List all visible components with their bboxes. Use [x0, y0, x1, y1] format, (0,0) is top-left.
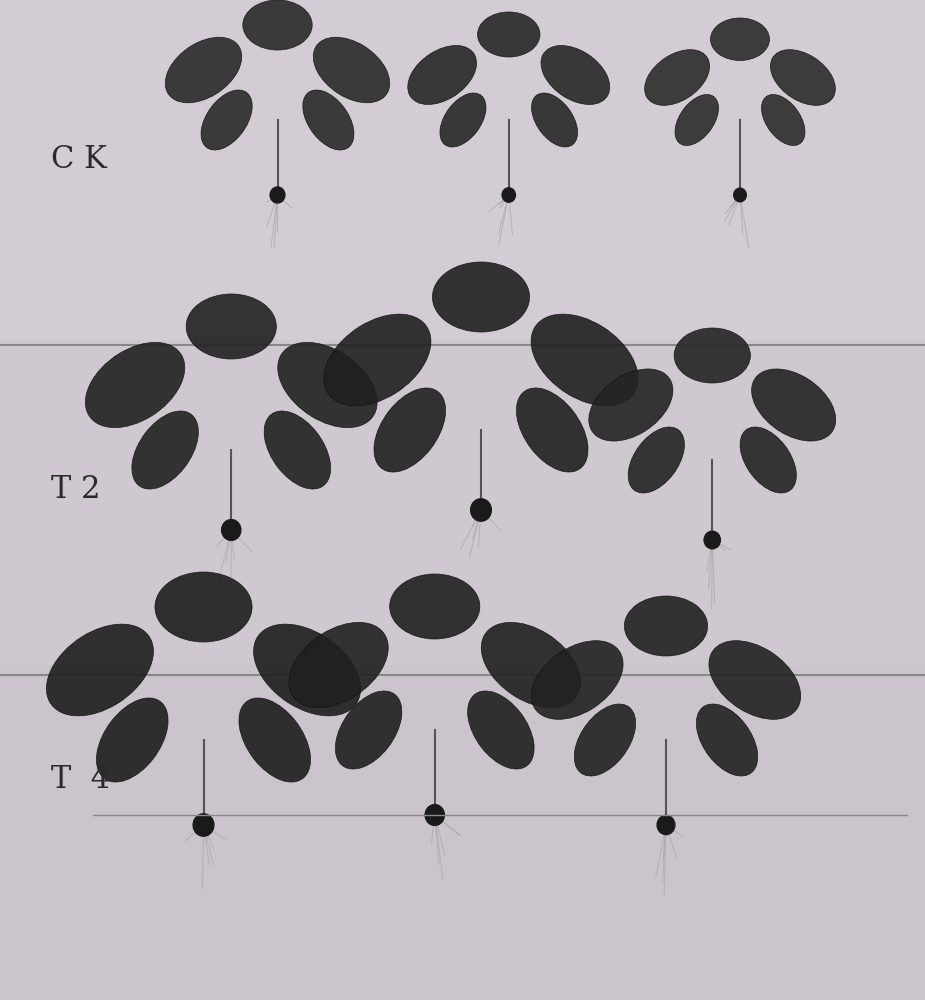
Ellipse shape: [239, 698, 311, 782]
Ellipse shape: [761, 94, 805, 146]
Ellipse shape: [628, 427, 684, 493]
Ellipse shape: [740, 427, 796, 493]
Ellipse shape: [433, 262, 529, 332]
Text: T  4: T 4: [51, 764, 110, 796]
Ellipse shape: [624, 596, 708, 656]
Ellipse shape: [324, 314, 431, 406]
Ellipse shape: [242, 0, 313, 50]
Ellipse shape: [374, 388, 446, 472]
Ellipse shape: [314, 37, 389, 103]
Circle shape: [193, 814, 214, 836]
Ellipse shape: [531, 641, 623, 719]
Ellipse shape: [46, 624, 154, 716]
FancyBboxPatch shape: [0, 665, 925, 1000]
Ellipse shape: [253, 624, 361, 716]
Ellipse shape: [477, 12, 540, 57]
Text: C K: C K: [51, 144, 106, 176]
Ellipse shape: [201, 90, 253, 150]
Ellipse shape: [574, 704, 635, 776]
Text: T 2: T 2: [51, 475, 101, 506]
Ellipse shape: [289, 622, 388, 708]
Circle shape: [471, 499, 491, 521]
Ellipse shape: [96, 698, 168, 782]
Circle shape: [222, 520, 241, 540]
Ellipse shape: [589, 369, 672, 441]
Ellipse shape: [675, 94, 719, 146]
Ellipse shape: [532, 93, 577, 147]
Ellipse shape: [389, 574, 480, 639]
Ellipse shape: [336, 691, 401, 769]
Ellipse shape: [85, 342, 185, 428]
Circle shape: [502, 188, 515, 202]
Ellipse shape: [752, 369, 835, 441]
Circle shape: [704, 531, 721, 549]
Ellipse shape: [645, 50, 709, 105]
Ellipse shape: [771, 50, 835, 105]
Circle shape: [270, 187, 285, 203]
Ellipse shape: [710, 18, 770, 60]
Ellipse shape: [265, 411, 330, 489]
Ellipse shape: [709, 641, 801, 719]
Ellipse shape: [516, 388, 588, 472]
Ellipse shape: [155, 572, 252, 642]
Ellipse shape: [408, 46, 476, 104]
Ellipse shape: [186, 294, 277, 359]
Ellipse shape: [302, 90, 354, 150]
FancyBboxPatch shape: [0, 0, 925, 340]
Ellipse shape: [278, 342, 377, 428]
Ellipse shape: [541, 46, 610, 104]
Ellipse shape: [132, 411, 198, 489]
Ellipse shape: [166, 37, 241, 103]
Circle shape: [426, 805, 444, 825]
Ellipse shape: [468, 691, 534, 769]
Circle shape: [657, 815, 675, 835]
Ellipse shape: [481, 622, 581, 708]
Ellipse shape: [697, 704, 758, 776]
FancyBboxPatch shape: [0, 340, 925, 665]
Ellipse shape: [531, 314, 638, 406]
Ellipse shape: [674, 328, 750, 383]
Ellipse shape: [440, 93, 486, 147]
Circle shape: [734, 188, 746, 202]
